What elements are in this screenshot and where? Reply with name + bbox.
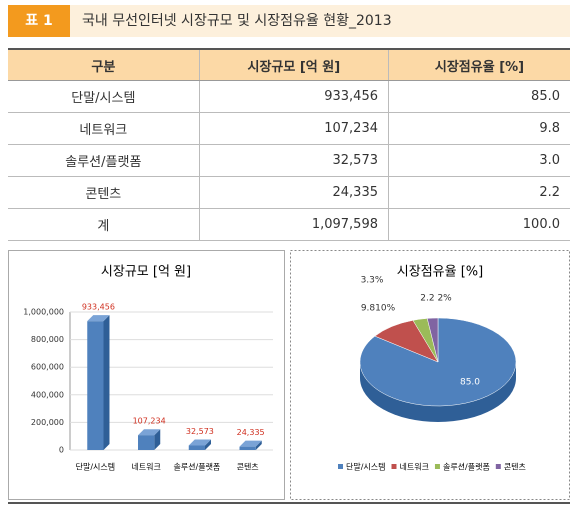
legend-swatch bbox=[391, 464, 397, 469]
y-tick-label: 800,000 bbox=[31, 335, 64, 344]
legend-swatch bbox=[434, 464, 440, 469]
cell: 솔루션/플랫폼 bbox=[8, 144, 200, 177]
value-label: 24,335 bbox=[237, 428, 265, 437]
bar bbox=[188, 445, 205, 450]
cell: 24,335 bbox=[198, 176, 389, 209]
column-header: 시장점유율 [%] bbox=[388, 48, 570, 81]
y-tick-label: 600,000 bbox=[31, 363, 64, 372]
row: 단말/시스템 933,456 85.0 bbox=[8, 80, 570, 113]
cell: 3.0 bbox=[388, 144, 570, 177]
x-tick-label: 단말/시스템 bbox=[76, 462, 116, 472]
annotation: 9.810% bbox=[361, 304, 396, 314]
x-tick-label: 콘텐츠 bbox=[237, 462, 259, 472]
value-label: 933,456 bbox=[82, 303, 115, 312]
annotation: 3.3% bbox=[361, 276, 384, 286]
title: 국내 무선인터넷 시장규모 및 시장점유율 현황_2013 bbox=[82, 13, 392, 29]
cell: 단말/시스템 bbox=[8, 80, 200, 113]
pie-chart: 시장점유율 [%] 85.0 9.810% 3.3% 2.2 2% 단말/시스템 네트워크 솔… bbox=[290, 250, 570, 500]
annotation: 85.0 bbox=[460, 378, 480, 388]
header-row: 구분 시장규모 [억 원] 시장점유율 [%] bbox=[8, 48, 570, 81]
bottom-rule bbox=[8, 502, 570, 504]
header: 표 1 국내 무선인터넷 시장규모 및 시장점유율 현황_2013 bbox=[8, 5, 570, 37]
cell: 콘텐츠 bbox=[8, 176, 200, 209]
bar-side bbox=[255, 440, 262, 450]
cell: 933,456 bbox=[198, 80, 389, 113]
x-tick-label: 네트워크 bbox=[131, 463, 160, 472]
column-header: 구분 bbox=[8, 48, 200, 81]
row: 계 1,097,598 100.0 bbox=[8, 208, 570, 241]
cell: 2.2 bbox=[388, 176, 570, 209]
legend-label: 솔루션/플랫폼 bbox=[443, 462, 490, 472]
row: 솔루션/플랫폼 32,573 3.0 bbox=[8, 144, 570, 177]
cell: 네트워크 bbox=[8, 112, 200, 145]
column-header: 시장규모 [억 원] bbox=[198, 48, 389, 81]
cell: 9.8 bbox=[388, 112, 570, 145]
chart-title: 시장규모 [억 원] bbox=[101, 265, 191, 280]
y-tick-label: 200,000 bbox=[31, 418, 64, 427]
cell: 107,234 bbox=[198, 112, 389, 145]
row: 콘텐츠 24,335 2.2 bbox=[8, 176, 570, 209]
annotation: 2.2 2% bbox=[420, 294, 452, 304]
bar-top bbox=[138, 429, 161, 436]
bar-top bbox=[87, 315, 110, 322]
y-tick-label: 1,000,000 bbox=[23, 308, 64, 317]
legend-label: 네트워크 bbox=[400, 463, 429, 472]
table: 구분 시장규모 [억 원] 시장점유율 [%] 단말/시스템 933,456 85.0 네트… bbox=[8, 48, 570, 241]
legend-swatch bbox=[338, 464, 343, 469]
bar-top bbox=[188, 439, 211, 446]
frame bbox=[8, 250, 285, 500]
bar bbox=[239, 446, 256, 450]
bar bbox=[87, 321, 104, 450]
bar-top bbox=[239, 440, 262, 447]
cell: 계 bbox=[8, 208, 200, 241]
chart-title: 시장점유율 [%] bbox=[397, 265, 483, 280]
legend-label: 콘텐츠 bbox=[504, 462, 526, 472]
row: 네트워크 107,234 9.8 bbox=[8, 112, 570, 145]
x-tick-label: 솔루션/플랫폼 bbox=[173, 462, 220, 472]
cell: 1,097,598 bbox=[198, 208, 389, 241]
value-label: 107,234 bbox=[133, 417, 166, 426]
bar-chart: 시장규모 [억 원] 0 200,000 400,000 600,000 800,000 1… bbox=[8, 250, 285, 500]
legend-label: 단말/시스템 bbox=[346, 462, 386, 472]
value-label: 32,573 bbox=[186, 427, 214, 436]
bar-side bbox=[154, 429, 161, 450]
bar-side bbox=[103, 315, 110, 450]
y-tick-label: 400,000 bbox=[31, 390, 64, 399]
cell: 32,573 bbox=[198, 144, 389, 177]
pie-slice bbox=[426, 317, 439, 363]
badge: 표 1 bbox=[8, 5, 70, 37]
y-tick-label: 0 bbox=[59, 446, 64, 455]
cell: 85.0 bbox=[388, 80, 570, 113]
bar-side bbox=[204, 439, 211, 450]
bar bbox=[138, 435, 155, 450]
cell: 100.0 bbox=[388, 208, 570, 241]
legend-swatch bbox=[495, 464, 501, 469]
